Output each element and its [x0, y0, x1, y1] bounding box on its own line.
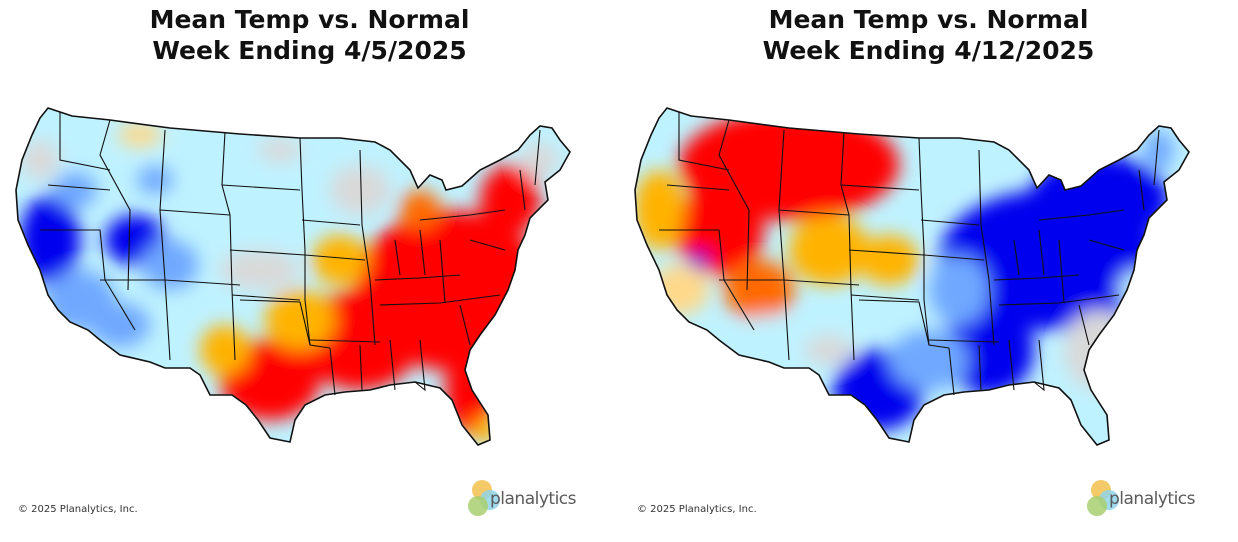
us-temperature-map	[15, 107, 571, 446]
planalytics-logo-text: planalytics	[490, 489, 577, 509]
copyright-notice: © 2025 Planalytics, Inc.	[637, 504, 757, 515]
planalytics-logo-text: planalytics	[1109, 489, 1196, 509]
map-title-line-2: Week Ending 4/12/2025	[762, 36, 1095, 65]
map-title-line-2: Week Ending 4/5/2025	[152, 36, 467, 65]
copyright-notice: © 2025 Planalytics, Inc.	[18, 504, 138, 515]
map-title-line-1: Mean Temp vs. Normal	[768, 5, 1089, 34]
us-temperature-map	[634, 107, 1190, 446]
map-panel-week-1: Mean Temp vs. Normal Week Ending 4/5/202…	[0, 4, 619, 520]
map-title: Mean Temp vs. Normal Week Ending 4/5/202…	[0, 4, 619, 66]
map-panel-week-2: Mean Temp vs. Normal Week Ending 4/12/20…	[619, 0, 1238, 542]
planalytics-logo-icon	[468, 480, 500, 516]
map-title-line-1: Mean Temp vs. Normal	[149, 5, 470, 34]
planalytics-logo-icon	[1087, 480, 1119, 516]
planalytics-logo: planalytics	[1083, 478, 1213, 520]
map-title: Mean Temp vs. Normal Week Ending 4/12/20…	[619, 4, 1238, 66]
planalytics-logo: planalytics	[464, 478, 594, 520]
